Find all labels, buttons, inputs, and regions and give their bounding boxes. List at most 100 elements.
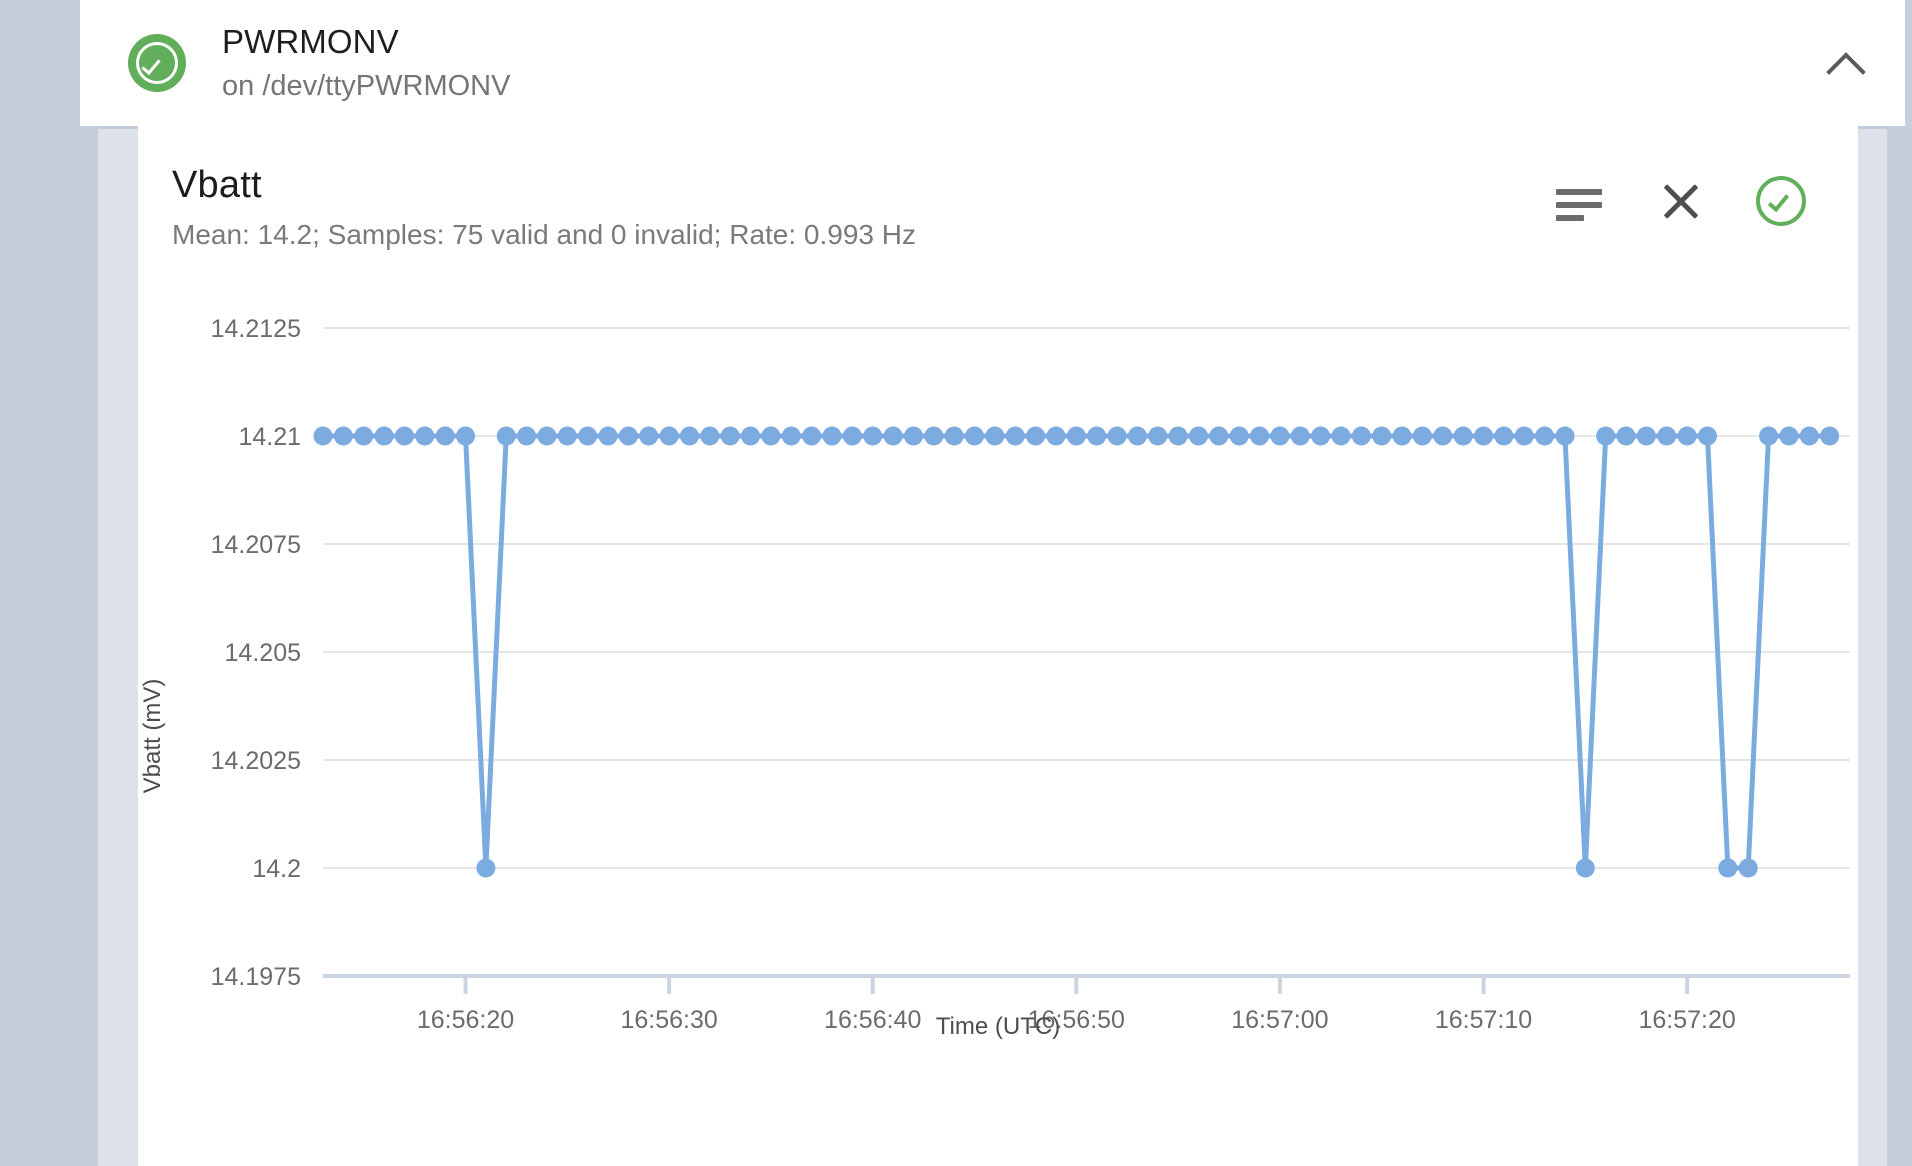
plot-title-block: Vbatt Mean: 14.2; Samples: 75 valid and … — [172, 164, 916, 251]
data-point-marker — [639, 426, 659, 446]
x-tick-label: 16:57:00 — [1231, 1006, 1328, 1034]
content-column: PWRMONV on /dev/ttyPWRMONV Vbatt Mean: 1… — [40, 0, 1905, 1166]
y-tick-label: 14.2025 — [211, 747, 301, 775]
data-point-marker — [496, 426, 516, 446]
data-point-marker — [1412, 426, 1432, 446]
data-point-marker — [700, 426, 720, 446]
data-point-marker — [1494, 426, 1514, 446]
data-point-marker — [944, 426, 964, 446]
check-circle-outline-icon[interactable] — [1756, 176, 1806, 226]
data-point-marker — [1820, 426, 1840, 446]
data-point-marker — [557, 426, 577, 446]
data-point-marker — [1087, 426, 1107, 446]
data-point-marker — [1209, 426, 1229, 446]
data-point-marker — [1127, 426, 1147, 446]
x-axis-tick-labels: 16:56:20 16:56:30 16:56:40 16:56:50 16:57:00… — [417, 1006, 1736, 1034]
data-point-marker — [1453, 426, 1473, 446]
data-point-marker — [822, 426, 842, 446]
data-point-marker — [1168, 426, 1188, 446]
data-point-marker — [313, 426, 333, 446]
y-axis-title: Vbatt (mV) — [139, 679, 166, 794]
data-point-marker — [1779, 426, 1799, 446]
plot-toolbar — [1556, 166, 1806, 226]
x-tick-label: 16:56:30 — [620, 1006, 717, 1034]
data-point-marker — [476, 858, 496, 878]
plot-card: Vbatt Mean: 14.2; Samples: 75 valid and … — [138, 126, 1858, 1166]
data-point-marker — [1351, 426, 1371, 446]
data-point-marker — [598, 426, 618, 446]
x-tick-label: 16:57:20 — [1638, 1006, 1735, 1034]
grid-lines — [323, 327, 1850, 977]
y-tick-label: 14.21 — [238, 423, 301, 451]
device-header-card[interactable]: PWRMONV on /dev/ttyPWRMONV — [80, 0, 1905, 126]
data-point-marker — [720, 426, 740, 446]
sort-line-2 — [1556, 202, 1602, 208]
data-point-marker — [1331, 426, 1351, 446]
check-circle-filled-icon — [128, 34, 186, 92]
plot-card-header: Vbatt Mean: 14.2; Samples: 75 valid and … — [138, 126, 1858, 251]
data-point-marker — [1026, 426, 1046, 446]
x-tick-label: 16:56:20 — [417, 1006, 514, 1034]
data-point-marker — [435, 426, 455, 446]
data-point-marker — [1148, 426, 1168, 446]
y-tick-label: 14.2125 — [211, 315, 301, 343]
data-point-marker — [1392, 426, 1412, 446]
data-point-marker — [354, 426, 374, 446]
data-point-marker — [659, 426, 679, 446]
data-point-marker — [1005, 426, 1025, 446]
data-point-marker — [1575, 858, 1595, 878]
x-tick-label: 16:57:10 — [1435, 1006, 1532, 1034]
data-point-marker — [537, 426, 557, 446]
data-point-marker — [761, 426, 781, 446]
sort-lines-icon[interactable] — [1556, 177, 1604, 225]
y-tick-label: 14.1975 — [211, 963, 301, 991]
sort-line-1 — [1556, 189, 1602, 195]
data-point-marker — [1107, 426, 1127, 446]
data-point-marker — [1188, 426, 1208, 446]
data-point-marker — [394, 426, 414, 446]
data-point-marker — [863, 426, 883, 446]
device-port: on /dev/ttyPWRMONV — [222, 69, 511, 102]
check-circle-outline-ring — [1756, 176, 1806, 226]
data-point-marker — [1596, 426, 1616, 446]
data-point-marker — [1616, 426, 1636, 446]
data-point-marker — [1535, 426, 1555, 446]
data-point-marker — [1372, 426, 1392, 446]
data-point-marker — [1066, 426, 1086, 446]
data-point-marker — [842, 426, 862, 446]
chart-area[interactable]: 14.2125 14.21 14.2075 14.205 14.2025 14.2 14.1… — [138, 276, 1858, 1156]
data-point-marker — [781, 426, 801, 446]
data-point-marker — [415, 426, 435, 446]
data-point-marker — [333, 426, 353, 446]
data-point-marker — [679, 426, 699, 446]
device-title-block: PWRMONV on /dev/ttyPWRMONV — [222, 23, 510, 104]
x-tick-label: 16:56:50 — [1028, 1006, 1125, 1034]
data-point-marker — [741, 426, 761, 446]
data-point-marker — [517, 426, 537, 446]
data-point-marker — [1697, 426, 1717, 446]
page-title: Vbatt — [172, 164, 262, 206]
data-point-marker — [985, 426, 1005, 446]
data-point-marker — [1718, 858, 1738, 878]
data-point-marker — [1514, 426, 1534, 446]
x-tick-label: 16:56:40 — [824, 1006, 921, 1034]
data-point-marker — [1759, 426, 1779, 446]
y-tick-label: 14.205 — [225, 639, 301, 667]
data-point-marker — [1636, 426, 1656, 446]
vbatt-line-chart[interactable]: 14.2125 14.21 14.2075 14.205 14.2025 14.2 14.1… — [138, 276, 1858, 1156]
device-name: PWRMONV — [222, 22, 399, 60]
data-point-marker — [374, 426, 394, 446]
data-point-marker — [903, 426, 923, 446]
data-point-marker — [1046, 426, 1066, 446]
y-axis-tick-labels: 14.2125 14.21 14.2075 14.205 14.2025 14.2 14.1… — [211, 315, 301, 991]
data-point-marker — [578, 426, 598, 446]
x-axis-title: Time (UTC) — [936, 1013, 1060, 1040]
data-point-marker — [618, 426, 638, 446]
data-point-marker — [1657, 426, 1677, 446]
data-point-marker — [1474, 426, 1494, 446]
vbatt-series-markers — [313, 426, 1840, 878]
data-point-marker — [802, 426, 822, 446]
close-x-icon[interactable] — [1656, 177, 1704, 225]
data-point-marker — [456, 426, 476, 446]
chevron-up-icon[interactable] — [1817, 34, 1875, 92]
